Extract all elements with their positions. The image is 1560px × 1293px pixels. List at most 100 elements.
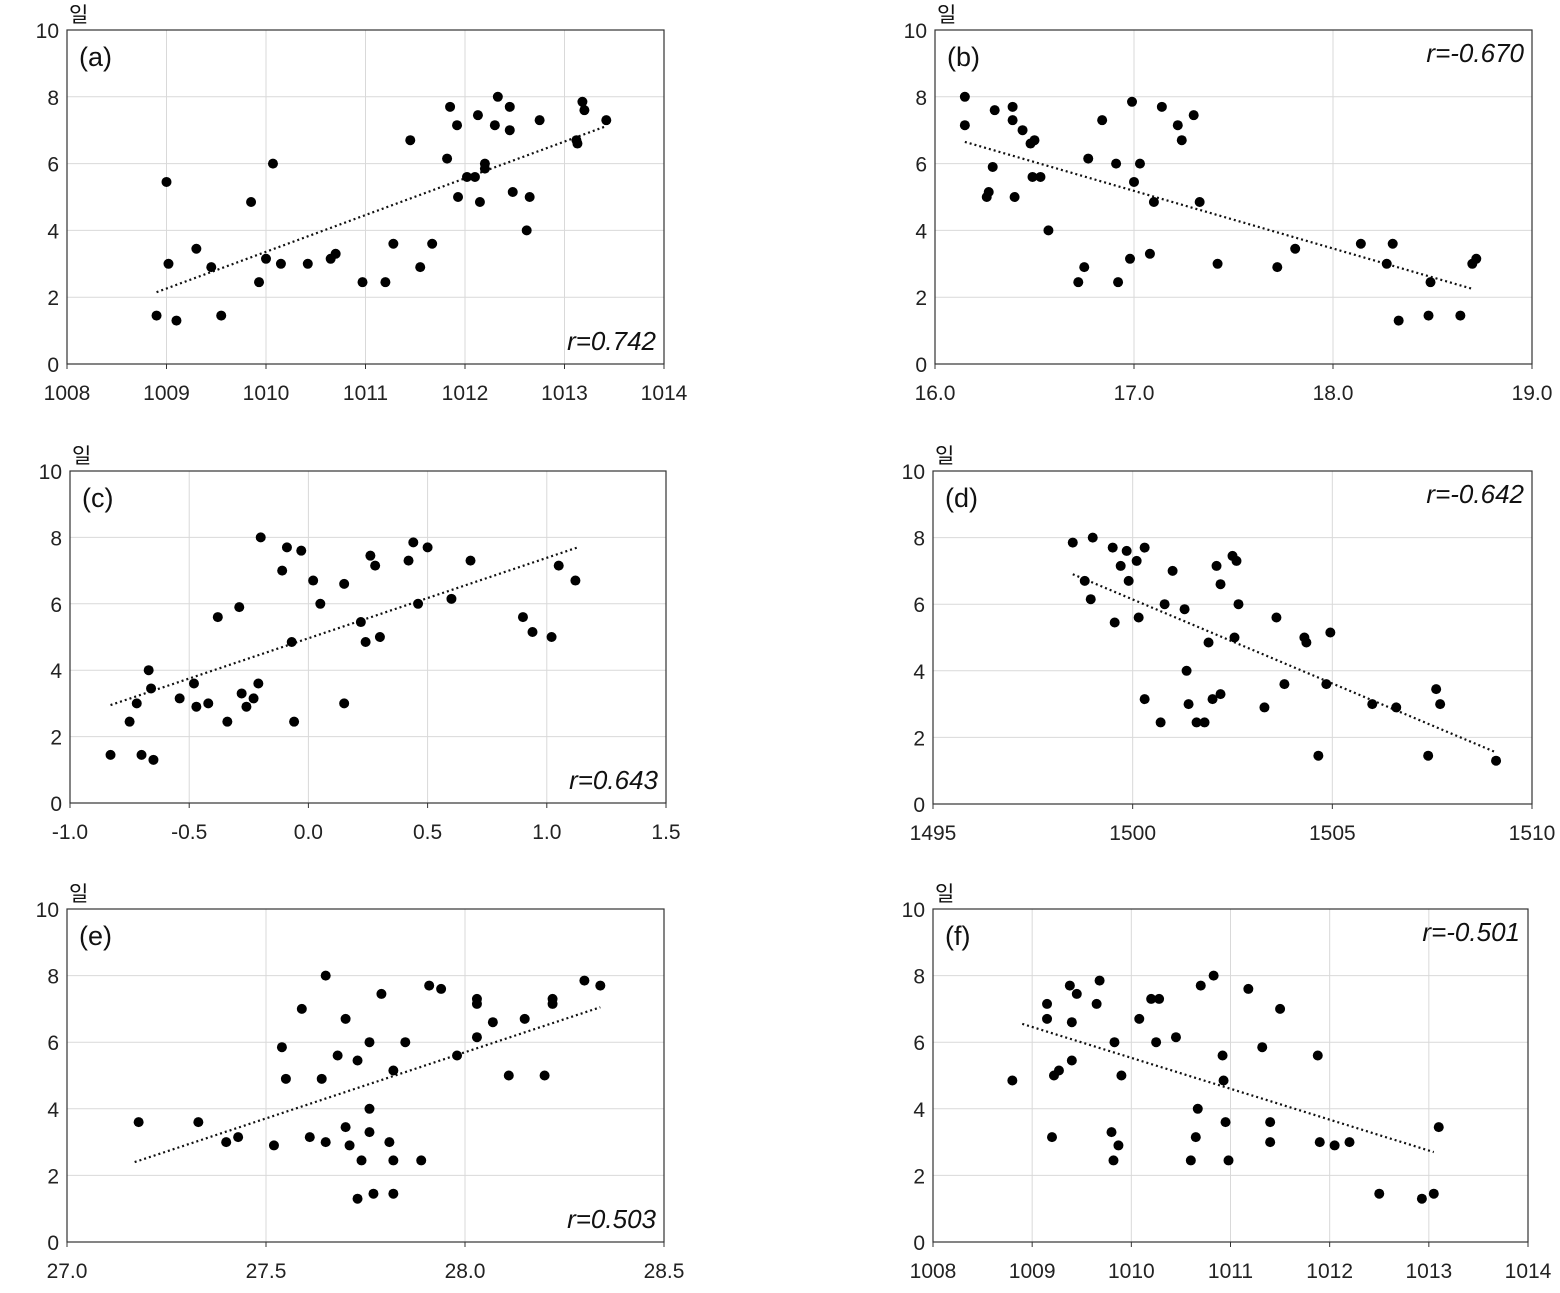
- x-tick-label: 1.5: [651, 821, 680, 844]
- data-point: [452, 120, 463, 131]
- x-tick-label: 1011: [1208, 1260, 1253, 1283]
- data-point: [1151, 1037, 1162, 1048]
- data-point: [1290, 243, 1301, 254]
- data-point: [1111, 158, 1122, 169]
- data-point: [1367, 699, 1378, 710]
- y-tick-label: 0: [50, 793, 62, 816]
- data-point: [1083, 153, 1094, 164]
- data-point: [601, 115, 612, 126]
- data-point: [1159, 599, 1170, 610]
- data-point: [427, 238, 438, 249]
- data-point: [579, 105, 590, 116]
- data-point: [1265, 1137, 1276, 1148]
- y-tick-label: 2: [913, 727, 925, 750]
- data-point: [339, 578, 350, 589]
- data-point: [1029, 135, 1040, 146]
- data-point: [1433, 1122, 1444, 1133]
- data-point: [527, 627, 538, 638]
- x-tick-label: 1009: [143, 382, 190, 405]
- data-point: [332, 1050, 343, 1061]
- data-point: [1146, 993, 1157, 1004]
- data-point: [191, 243, 202, 254]
- data-point: [356, 1155, 367, 1166]
- data-point: [403, 555, 414, 566]
- data-point: [1215, 689, 1226, 700]
- x-tick-label: 1510: [1509, 822, 1556, 845]
- x-tick-label: 1012: [442, 382, 489, 405]
- data-point: [1431, 684, 1442, 695]
- panel-label: (f): [945, 921, 970, 951]
- y-tick-label: 10: [36, 20, 59, 43]
- data-point: [161, 176, 172, 187]
- data-point: [1393, 315, 1404, 326]
- data-point: [492, 91, 503, 102]
- x-tick-label: 28.0: [445, 1260, 486, 1283]
- data-point: [206, 262, 217, 273]
- data-point: [222, 716, 233, 727]
- y-tick-label: 6: [913, 1032, 925, 1055]
- y-tick-label: 10: [904, 20, 927, 43]
- data-point: [171, 315, 182, 326]
- data-point: [474, 197, 485, 208]
- data-point: [1156, 101, 1167, 112]
- data-point: [1115, 560, 1126, 571]
- data-point: [1109, 1037, 1120, 1048]
- data-point: [280, 1073, 291, 1084]
- data-point: [504, 101, 515, 112]
- data-point: [384, 1137, 395, 1148]
- data-point: [1428, 1188, 1439, 1199]
- data-point: [1423, 310, 1434, 321]
- data-point: [1387, 238, 1398, 249]
- data-point: [1091, 998, 1102, 1009]
- panel-label: (b): [947, 42, 980, 72]
- y-tick-label: 4: [913, 661, 925, 684]
- data-point: [1139, 542, 1150, 553]
- data-point: [471, 1032, 482, 1043]
- x-tick-label: 1013: [1405, 1260, 1452, 1283]
- data-point: [1067, 537, 1078, 548]
- data-point: [255, 532, 266, 543]
- data-point: [1257, 1042, 1268, 1053]
- y-axis-unit-label: 일: [937, 4, 956, 27]
- y-tick-label: 0: [913, 794, 925, 817]
- data-point: [364, 1127, 375, 1138]
- data-point: [546, 632, 557, 642]
- data-point: [1170, 1032, 1181, 1043]
- data-point: [1125, 253, 1136, 264]
- data-point: [424, 980, 435, 991]
- y-tick-label: 0: [47, 1232, 59, 1255]
- data-point: [1007, 115, 1018, 126]
- data-point: [1154, 993, 1165, 1004]
- data-point: [357, 277, 368, 288]
- data-point: [1313, 750, 1324, 761]
- data-point: [1271, 612, 1282, 623]
- y-tick-label: 8: [915, 87, 927, 110]
- y-tick-label: 2: [47, 287, 59, 310]
- data-point: [1106, 1127, 1117, 1138]
- correlation-label: r=-0.501: [1422, 917, 1520, 947]
- data-point: [370, 560, 381, 571]
- x-tick-label: 1013: [541, 382, 588, 405]
- data-point: [124, 716, 135, 727]
- y-tick-label: 6: [47, 154, 59, 177]
- y-tick-label: 10: [902, 461, 925, 484]
- data-point: [1121, 545, 1132, 556]
- data-point: [1199, 717, 1210, 728]
- data-point: [553, 560, 564, 571]
- data-point: [1423, 750, 1434, 761]
- data-point: [1416, 1193, 1427, 1204]
- data-point: [1071, 988, 1082, 999]
- data-point: [1183, 699, 1194, 710]
- data-point: [1113, 277, 1124, 288]
- data-point: [400, 1037, 411, 1048]
- data-point: [1203, 637, 1214, 648]
- data-point: [148, 754, 159, 765]
- y-tick-label: 2: [47, 1165, 59, 1188]
- data-point: [1035, 171, 1046, 182]
- data-point: [1215, 579, 1226, 590]
- data-point: [268, 1140, 279, 1151]
- data-point: [355, 617, 366, 628]
- data-point: [203, 698, 214, 709]
- data-point: [364, 1103, 375, 1114]
- y-tick-label: 6: [47, 1032, 59, 1055]
